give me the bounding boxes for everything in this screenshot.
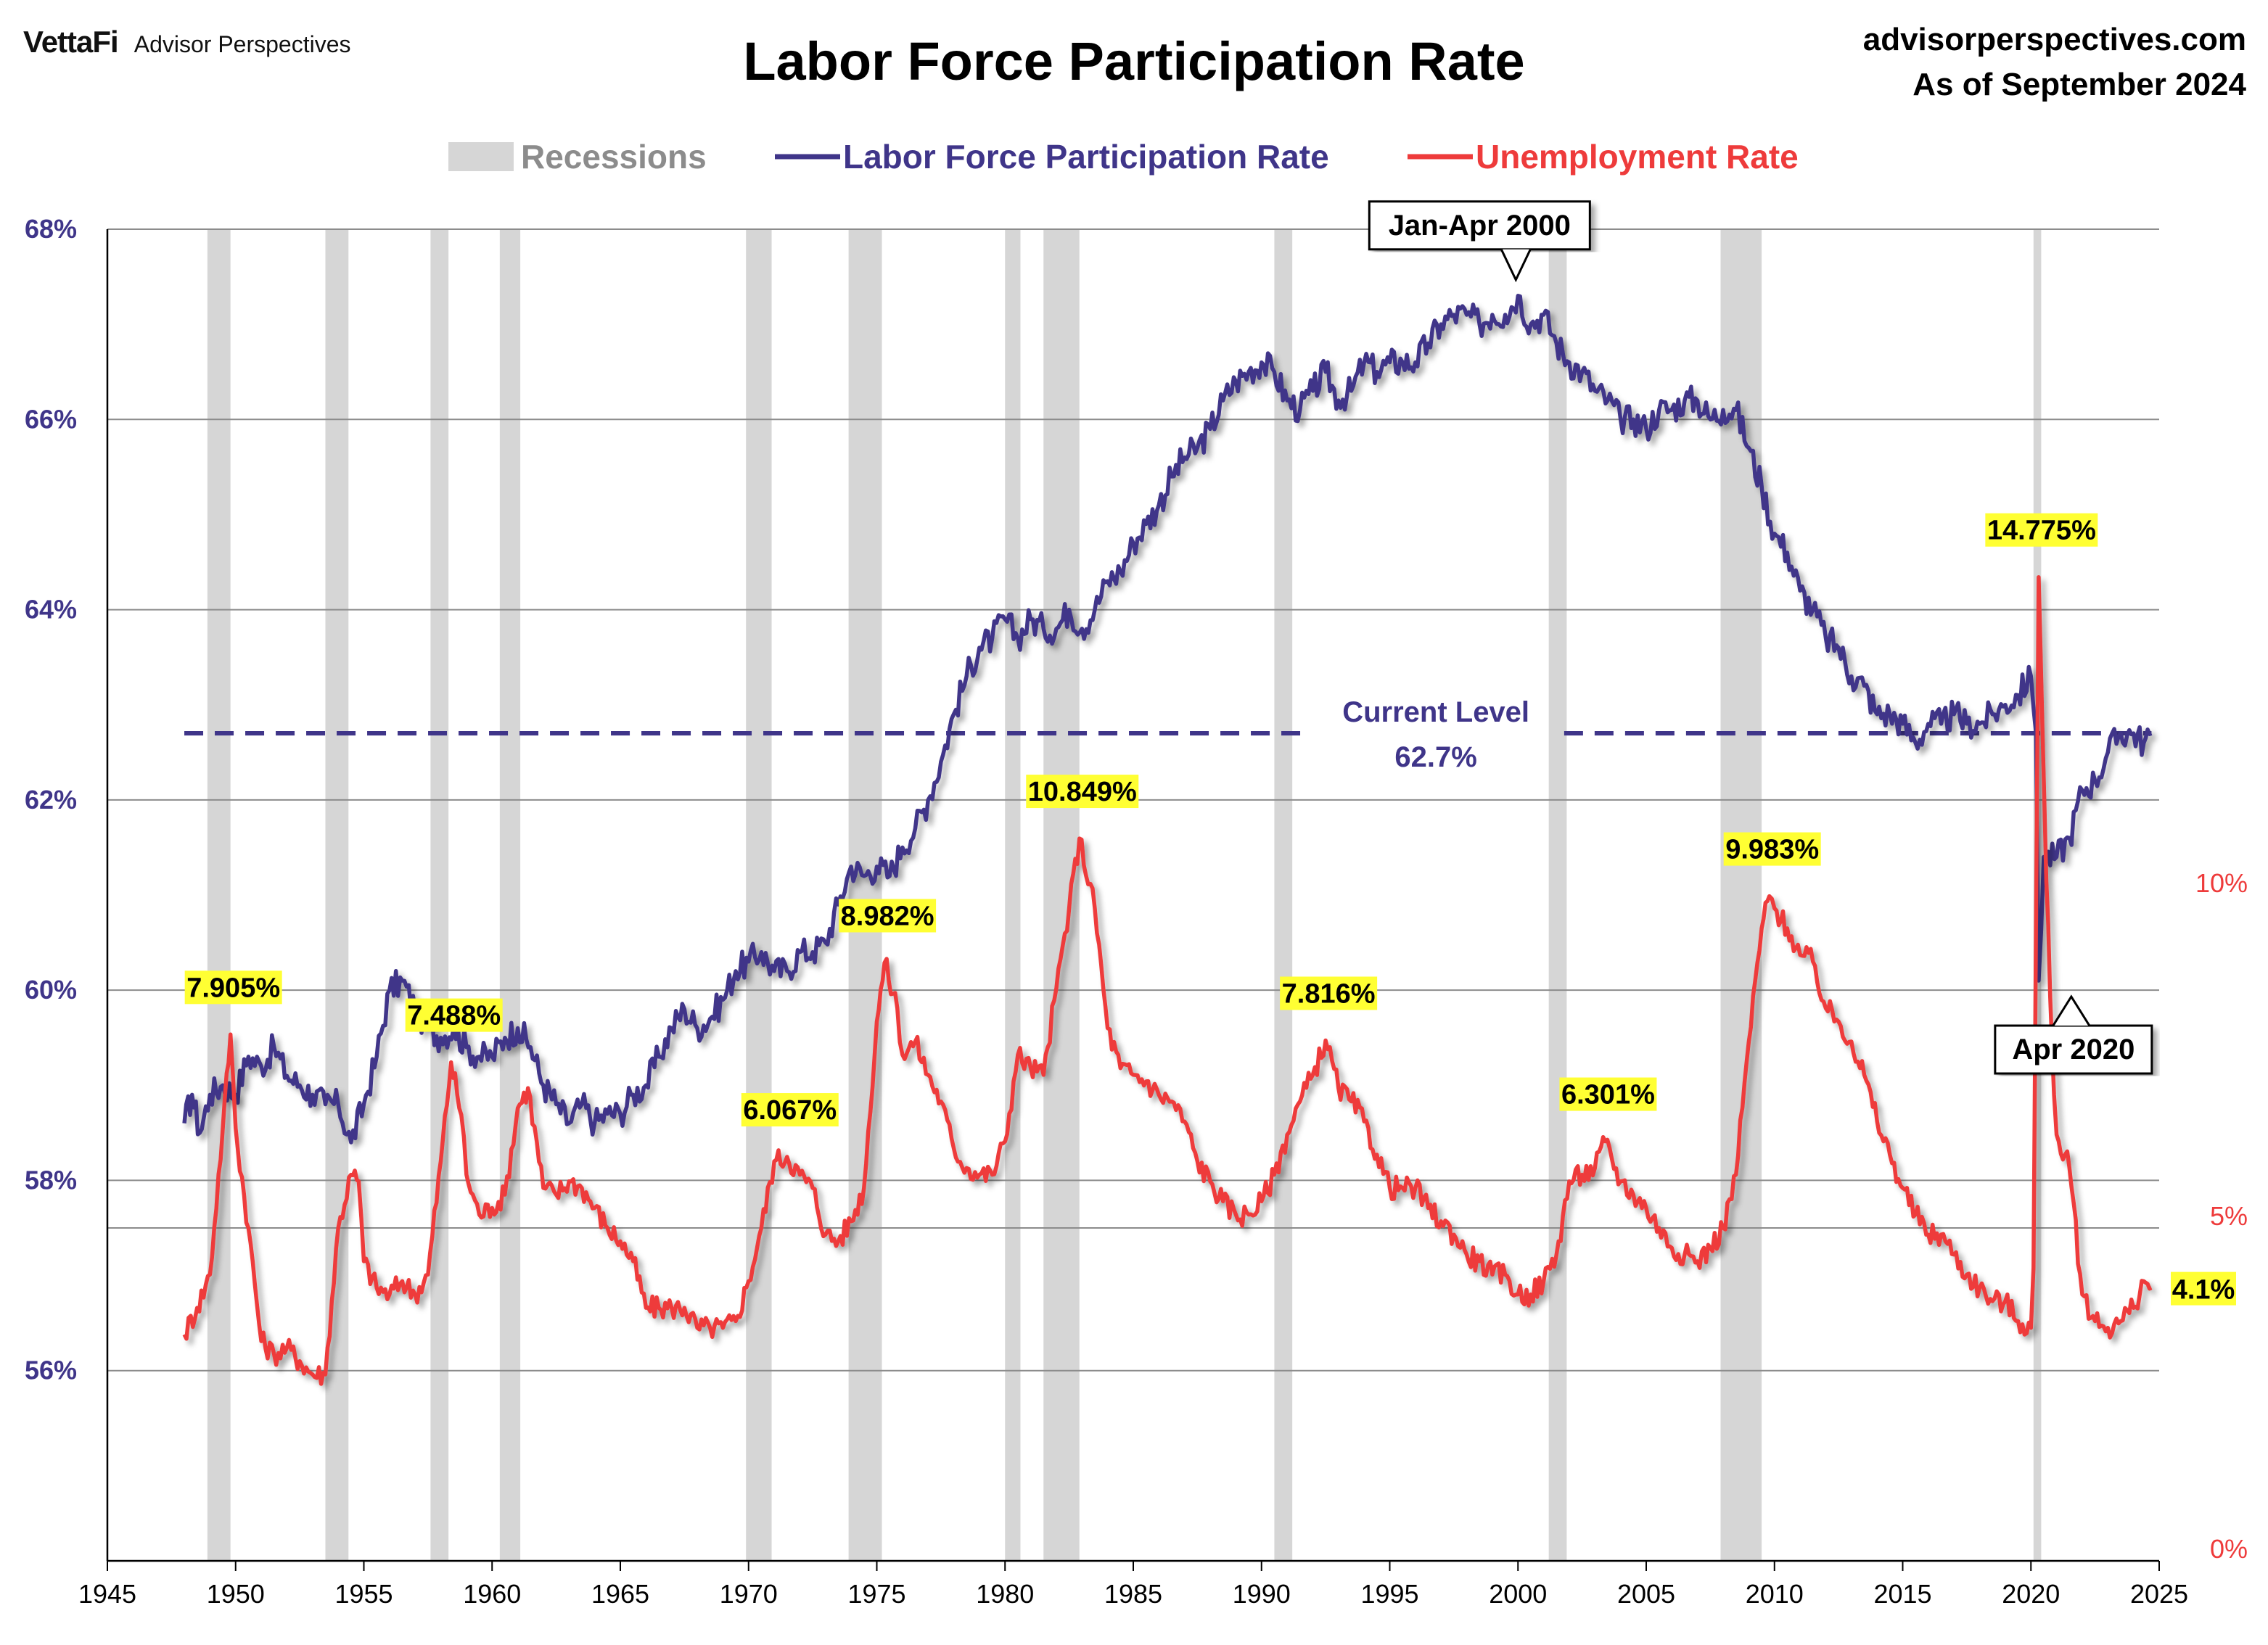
peak-label-bg: [741, 1093, 839, 1127]
peak-label: 14.775%: [1987, 516, 2096, 546]
recession-band: [746, 229, 772, 1561]
callout-pointer: [2052, 994, 2091, 1026]
recession-band: [1548, 229, 1567, 1561]
legend-recession-swatch: [448, 142, 514, 171]
x-tick-label: 1970: [720, 1579, 778, 1609]
peak-label-bg: [1559, 1077, 1657, 1111]
peak-label: 7.488%: [407, 1001, 501, 1031]
y-left-tick-label: 62%: [25, 785, 77, 815]
peak-label: 9.983%: [1725, 835, 1819, 865]
x-tick-label: 1995: [1360, 1579, 1418, 1609]
x-tick-label: 1950: [207, 1579, 265, 1609]
series-lfpr-line: [182, 294, 2153, 1145]
recession-band: [325, 229, 349, 1561]
peak-label: 6.301%: [1561, 1080, 1655, 1110]
x-tick-label: 1990: [1233, 1579, 1291, 1609]
as-of-date: As of September 2024: [1912, 67, 2246, 102]
y-left-tick-label: 68%: [25, 214, 77, 244]
brand-logo: VettaFi: [23, 25, 119, 59]
callout-pointer: [1500, 249, 1532, 283]
peak-label-bg: [1723, 832, 1821, 866]
callout-box: [1368, 200, 1591, 251]
data-labels: Jan-Apr 2000 Apr 2020 7.905% 7.488% 6.067% 8.…: [184, 200, 2236, 1306]
peak-label-bg: [839, 899, 937, 933]
end-label: 4.1%: [2172, 1275, 2235, 1306]
callout-box: [1994, 1024, 2153, 1075]
y-right-tick-label: 0%: [2210, 1534, 2248, 1564]
peak-label: 6.067%: [743, 1095, 837, 1126]
peak-label-bg: [1280, 976, 1378, 1010]
current-level: Current Level 62.7%: [184, 696, 2152, 773]
recession-band: [1043, 229, 1080, 1561]
brand: VettaFi Advisor Perspectives: [23, 25, 351, 59]
recession-band: [1274, 229, 1293, 1561]
y-right-tick-label: 10%: [2195, 868, 2248, 898]
recession-band: [430, 229, 449, 1561]
x-tick-label: 2015: [1873, 1579, 1931, 1609]
peak-label-bg: [405, 998, 503, 1032]
peak-label-bg: [184, 970, 282, 1005]
callout-label: Apr 2020: [2012, 1034, 2135, 1065]
y-left-tick-label: 58%: [25, 1165, 77, 1195]
callout-label: Jan-Apr 2000: [1389, 210, 1571, 242]
y-left-tick-label: 66%: [25, 404, 77, 434]
peak-label: 7.816%: [1282, 978, 1376, 1009]
recession-bands: [207, 229, 2042, 1561]
axes: 1945 1950 1955 1960 1965 1970 1975 1980 1985 1990…: [25, 214, 2248, 1609]
x-tick-label: 1965: [591, 1579, 649, 1609]
x-tick-label: 1980: [976, 1579, 1034, 1609]
series-unemployment-line: [182, 574, 2153, 1386]
peak-label: 8.982%: [841, 901, 934, 931]
recession-band: [1005, 229, 1021, 1561]
x-tick-label: 2005: [1617, 1579, 1675, 1609]
peak-label-bg: [1026, 775, 1139, 809]
current-level-label: Current Level: [1342, 696, 1529, 728]
x-tick-label: 1960: [463, 1579, 521, 1609]
peak-label-bg: [1985, 513, 2098, 547]
x-tick-label: 1985: [1104, 1579, 1162, 1609]
brand-name: Advisor Perspectives: [133, 31, 351, 57]
peak-label: 10.849%: [1028, 777, 1137, 807]
x-tick-label: 1955: [334, 1579, 393, 1609]
x-tick-label: 1945: [78, 1579, 136, 1609]
legend-lfpr-label: Labor Force Participation Rate: [843, 138, 1329, 176]
site-info: advisorperspectives.com As of September …: [1863, 17, 2246, 107]
x-tick-label: 2020: [2002, 1579, 2060, 1609]
x-tick-label: 2000: [1489, 1579, 1547, 1609]
x-tick-label: 2025: [2130, 1579, 2188, 1609]
peak-label: 7.905%: [186, 973, 280, 1003]
y-right-tick-label: 5%: [2210, 1201, 2248, 1231]
chart-title: Labor Force Participation Rate: [743, 31, 1525, 91]
x-tick-label: 2010: [1746, 1579, 1804, 1609]
recession-band: [207, 229, 231, 1561]
site-url: advisorperspectives.com: [1862, 22, 2246, 57]
end-label-bg: [2171, 1271, 2236, 1306]
recession-band: [848, 229, 882, 1561]
legend: Recessions Labor Force Participation Rate…: [448, 138, 1799, 176]
current-level-value: 62.7%: [1394, 741, 1476, 773]
legend-unemployment-label: Unemployment Rate: [1476, 138, 1799, 176]
x-tick-label: 1975: [847, 1579, 905, 1609]
recession-band: [499, 229, 521, 1561]
y-left-tick-label: 56%: [25, 1356, 77, 1385]
legend-recession-label: Recessions: [521, 138, 707, 176]
y-left-tick-label: 64%: [25, 595, 77, 624]
series-lines: [182, 294, 2153, 1386]
y-left-tick-label: 60%: [25, 975, 77, 1005]
